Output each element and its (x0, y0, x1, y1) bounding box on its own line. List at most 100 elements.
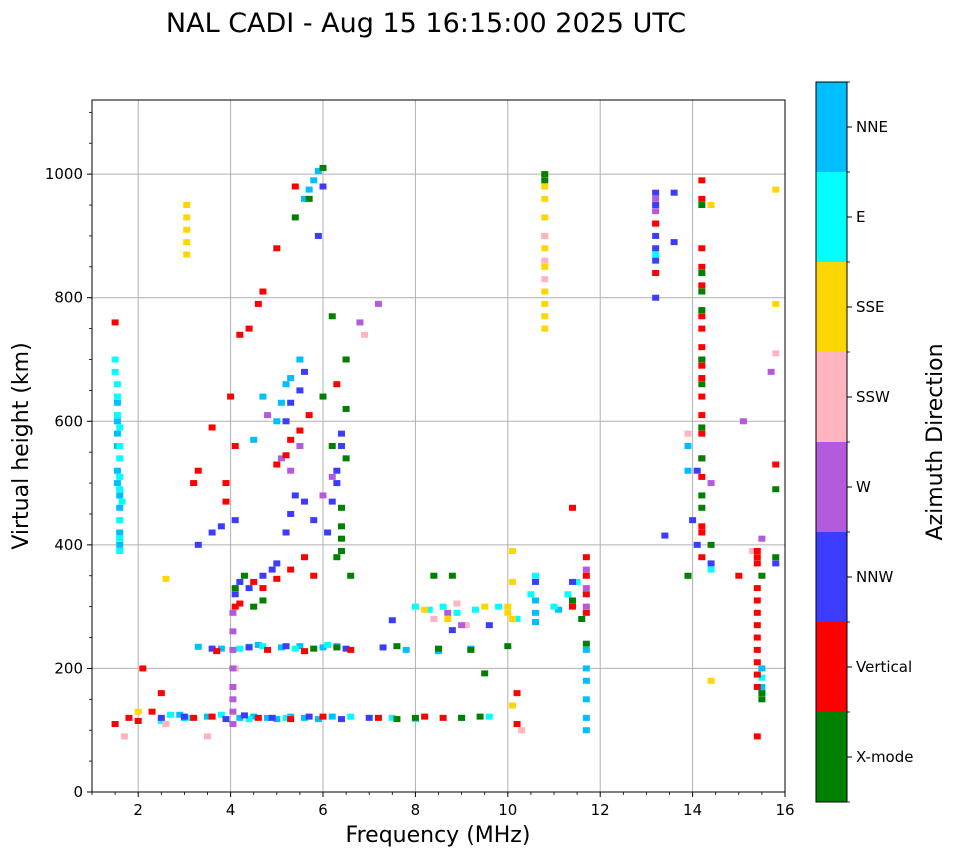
data-point (282, 529, 290, 536)
data-point (582, 603, 590, 610)
data-point (222, 498, 230, 505)
data-point (421, 606, 429, 613)
data-point (652, 251, 660, 258)
data-point (342, 455, 350, 462)
data-point (116, 529, 124, 536)
colorbar-tick-label: SSE (856, 298, 885, 316)
data-point (698, 393, 706, 400)
data-point (291, 214, 299, 221)
data-point (698, 307, 706, 314)
data-point (250, 713, 258, 720)
data-point (259, 643, 267, 650)
data-point (116, 535, 124, 542)
data-point (698, 529, 706, 536)
data-point (222, 480, 230, 487)
data-point (453, 600, 461, 607)
data-point (698, 430, 706, 437)
data-point (264, 412, 272, 419)
data-point (342, 405, 350, 412)
data-point (116, 548, 124, 555)
data-point (430, 572, 438, 579)
data-point (684, 572, 692, 579)
colorbar-label: Azimuth Direction (923, 343, 948, 540)
data-point (134, 717, 142, 724)
data-point (578, 616, 586, 622)
data-point (296, 356, 304, 363)
data-point (287, 375, 295, 382)
y-axis-label: Virtual height (km) (9, 342, 34, 549)
data-point (259, 393, 267, 400)
colorbar-tick-label: W (856, 478, 871, 496)
data-point (568, 597, 576, 604)
data-point (698, 362, 706, 369)
data-point (444, 616, 452, 622)
data-point (347, 572, 355, 579)
data-point (698, 504, 706, 511)
data-point (582, 665, 590, 672)
data-point (670, 189, 678, 196)
data-point (758, 674, 766, 681)
data-point (113, 412, 121, 419)
data-point (180, 713, 188, 720)
data-point (236, 645, 244, 652)
data-point (277, 644, 285, 651)
data-point (287, 510, 295, 517)
data-point (282, 643, 290, 650)
data-point (661, 532, 669, 539)
chart-title: NAL CADI - Aug 15 16:15:00 2025 UTC (166, 8, 686, 39)
data-point (652, 208, 660, 215)
series-sse (134, 171, 780, 715)
data-point (162, 721, 170, 728)
data-point (753, 585, 761, 592)
data-point (113, 480, 121, 487)
data-point (374, 300, 382, 307)
data-point (513, 616, 521, 622)
data-point (236, 714, 244, 721)
data-point (113, 418, 121, 425)
data-point (481, 603, 489, 610)
data-point (753, 560, 761, 567)
data-point (582, 640, 590, 647)
data-point (190, 480, 198, 487)
data-point (448, 627, 456, 634)
colorbar-segment (816, 352, 847, 442)
data-point (568, 578, 576, 585)
data-point (236, 600, 244, 607)
y-tick-label: 200 (54, 659, 83, 677)
data-point (568, 603, 576, 610)
data-point (254, 300, 262, 307)
data-point (229, 696, 237, 703)
data-point (698, 375, 706, 382)
data-point (194, 643, 202, 650)
data-point (758, 690, 766, 697)
data-point (208, 529, 216, 536)
data-point (296, 443, 304, 449)
data-point (204, 713, 211, 720)
data-point (190, 714, 198, 721)
data-point (582, 727, 590, 734)
data-point (652, 220, 660, 227)
data-point (684, 430, 692, 437)
colorbar-tick-label: E (856, 208, 865, 226)
data-point (582, 591, 590, 598)
data-point (116, 504, 124, 511)
data-point (287, 399, 295, 406)
data-point (319, 713, 327, 720)
data-point (259, 585, 267, 592)
data-point (113, 399, 121, 406)
x-tick-label: 10 (498, 801, 517, 819)
data-point (753, 634, 761, 641)
data-point (772, 560, 780, 567)
data-point (541, 288, 549, 295)
data-point (518, 727, 526, 734)
data-point (758, 535, 766, 542)
data-point (504, 643, 512, 650)
data-point (347, 713, 355, 720)
data-point (328, 313, 336, 320)
y-tick-label: 1000 (45, 165, 83, 183)
data-point (324, 641, 332, 648)
data-point (527, 591, 535, 598)
data-point (541, 257, 549, 264)
data-point (753, 659, 761, 666)
series-ssw (120, 232, 780, 740)
